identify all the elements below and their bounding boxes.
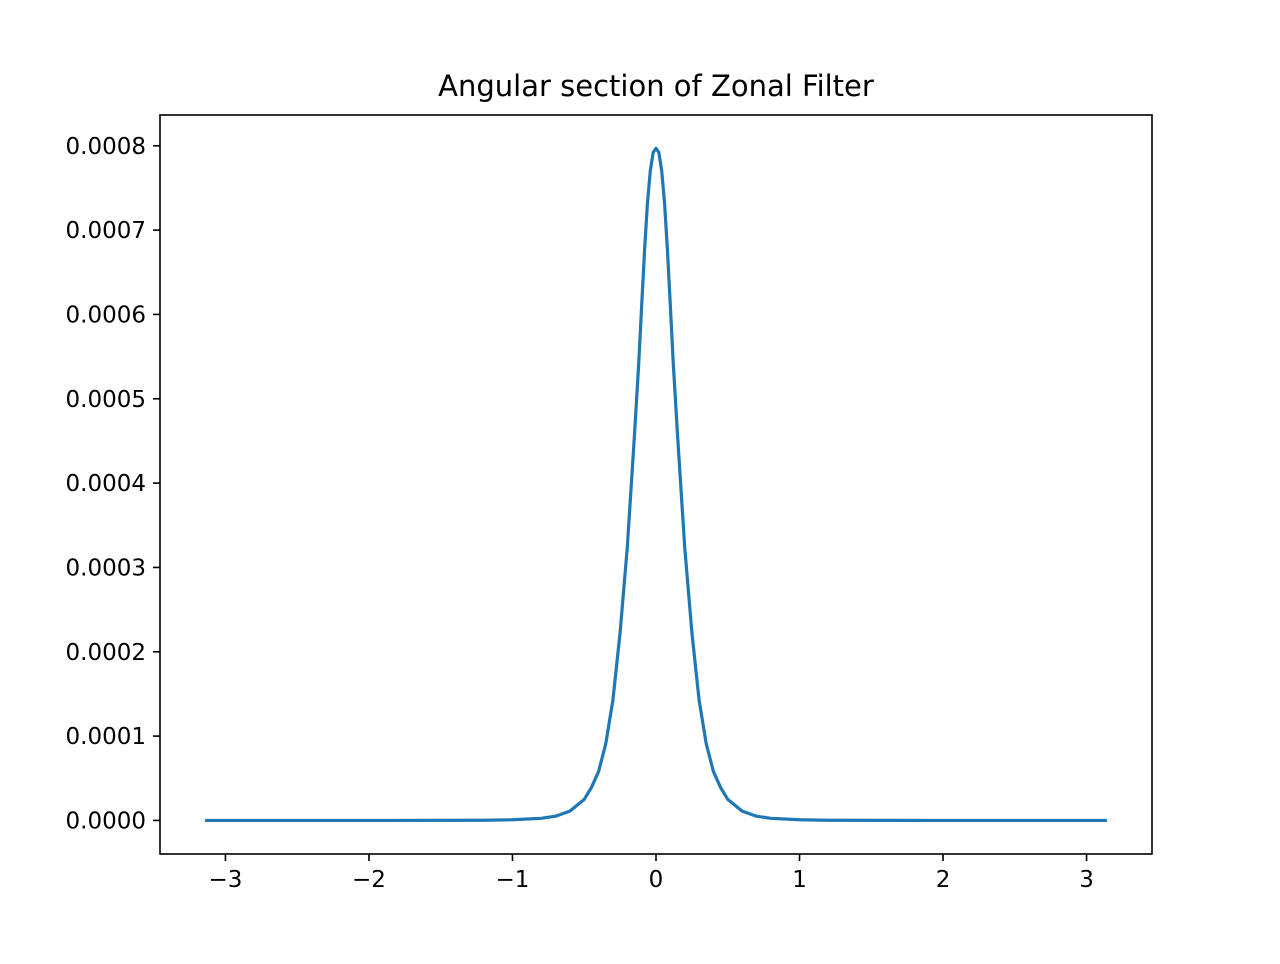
- x-tick-label: −3: [208, 867, 242, 893]
- y-tick-label: 0.0007: [66, 218, 146, 244]
- y-axis: 0.0000 0.0001 0.0002 0.0003 0.0004 0.0005 0.00…: [66, 134, 160, 834]
- y-tick-label: 0.0004: [66, 471, 146, 497]
- chart-title: Angular section of Zonal Filter: [438, 69, 874, 103]
- x-tick-label: 0: [649, 867, 664, 893]
- x-tick-label: 2: [936, 867, 951, 893]
- y-tick-label: 0.0002: [66, 640, 146, 666]
- x-axis: −3 −2 −1 0 1 2 3: [208, 854, 1094, 893]
- y-tick-label: 0.0006: [66, 302, 146, 328]
- y-tick-label: 0.0005: [66, 387, 146, 413]
- plot-area: [205, 146, 1107, 823]
- y-tick-label: 0.0000: [66, 808, 146, 834]
- y-tick-label: 0.0008: [66, 134, 146, 160]
- x-tick-label: −1: [496, 867, 530, 893]
- axes-frame: [159, 114, 1153, 855]
- x-tick-label: −2: [352, 867, 386, 893]
- x-tick-label: 1: [792, 867, 807, 893]
- y-tick-label: 0.0001: [66, 724, 146, 750]
- series-line-0: [205, 146, 1107, 823]
- x-tick-label: 3: [1079, 867, 1094, 893]
- y-tick-label: 0.0003: [66, 555, 146, 581]
